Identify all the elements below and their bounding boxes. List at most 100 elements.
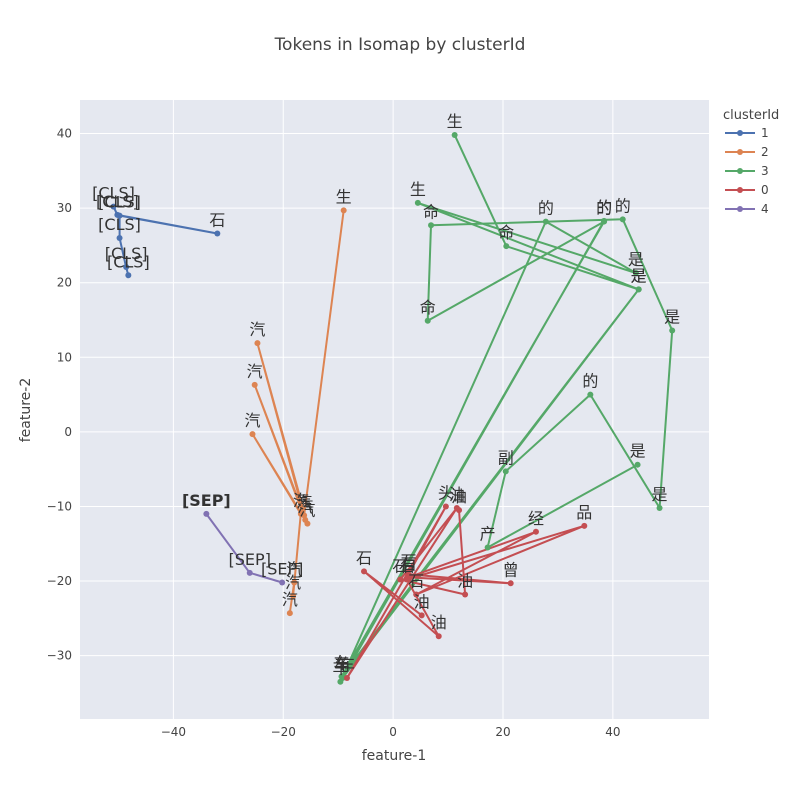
data-point	[451, 132, 458, 139]
point-label: 生	[410, 180, 426, 199]
data-point	[619, 216, 626, 223]
point-label: 命	[423, 202, 439, 221]
point-label: 命	[420, 298, 436, 317]
data-point	[338, 673, 345, 680]
data-point	[601, 218, 608, 225]
data-point	[587, 391, 594, 398]
data-point	[581, 522, 588, 529]
data-point	[542, 218, 549, 225]
point-label: 汽	[247, 362, 263, 381]
y-tick-label: −30	[47, 649, 72, 663]
data-point	[507, 580, 514, 587]
data-point	[532, 528, 539, 535]
data-point	[435, 633, 442, 640]
data-point	[397, 576, 404, 583]
point-label: [SEP]	[229, 550, 271, 569]
legend-swatch-marker-0	[737, 187, 743, 193]
data-point	[413, 591, 420, 598]
x-tick-label: −40	[161, 725, 186, 739]
point-label: 产	[480, 524, 496, 543]
point-label: 的	[538, 199, 554, 218]
y-tick-label: 40	[57, 127, 72, 141]
grid	[80, 100, 709, 719]
point-label: 车	[333, 653, 349, 672]
point-label: 曾	[503, 560, 519, 579]
data-point	[340, 207, 347, 214]
point-label: 生	[447, 112, 463, 131]
point-label: [CLS]	[98, 193, 141, 212]
point-label: 是	[652, 485, 668, 504]
point-label: 经	[528, 509, 544, 528]
data-point	[502, 468, 509, 475]
data-point	[635, 286, 642, 293]
x-tick-label: 40	[605, 725, 620, 739]
legend: 1 2 3 0 4	[725, 126, 769, 216]
legend-item-2: 2	[761, 145, 769, 159]
point-label: 石	[408, 571, 424, 590]
point-label: 油	[414, 592, 430, 611]
legend-swatch-marker-4	[737, 206, 743, 212]
data-point	[669, 327, 676, 334]
data-point	[632, 270, 639, 277]
point-label: 是	[631, 266, 647, 285]
x-tick-label: −20	[271, 725, 296, 739]
point-label: 汽	[296, 492, 312, 511]
point-label: 品	[576, 503, 592, 522]
data-point	[254, 340, 261, 347]
point-label: 油	[449, 485, 465, 504]
point-label: [SEP]	[182, 491, 231, 510]
legend-item-3: 3	[761, 164, 769, 178]
legend-item-0: 0	[761, 183, 769, 197]
data-point	[297, 510, 304, 517]
data-point	[286, 610, 293, 617]
point-label: 头	[438, 483, 454, 502]
data-point	[116, 234, 123, 241]
data-point	[418, 612, 425, 619]
point-label: 油	[431, 613, 447, 632]
data-point	[484, 544, 491, 551]
data-point	[279, 579, 286, 586]
data-point	[246, 569, 253, 576]
point-label: 汽	[297, 497, 313, 516]
point-label: 石	[356, 548, 372, 567]
point-label: 的	[596, 199, 612, 218]
point-label: 是	[631, 266, 647, 285]
point-label: 油	[457, 571, 473, 590]
point-label: [CLS]	[92, 184, 135, 203]
point-label: 是	[664, 307, 680, 326]
y-tick-label: 20	[57, 276, 72, 290]
point-label: 汽	[286, 560, 302, 579]
data-point	[656, 504, 663, 511]
legend-swatch-marker-3	[737, 168, 743, 174]
data-point	[634, 461, 641, 468]
data-point	[125, 272, 132, 279]
data-point	[361, 568, 368, 575]
y-tick-label: 30	[57, 201, 72, 215]
data-point	[110, 203, 117, 210]
point-label: 的	[582, 372, 598, 391]
y-tick-label: 10	[57, 350, 72, 364]
point-label: 石	[209, 210, 225, 229]
x-tick-label: 0	[389, 725, 397, 739]
point-label: 车	[335, 655, 351, 674]
data-point	[291, 579, 298, 586]
point-label: [SEP]	[261, 560, 303, 579]
point-label: 命	[498, 223, 514, 242]
point-label: 是	[628, 250, 644, 269]
point-label: 副	[498, 448, 514, 467]
point-label: 车	[339, 655, 355, 674]
y-axis-title: feature-2	[18, 378, 34, 443]
point-label: 车	[332, 659, 348, 678]
point-label: [CLS]	[107, 252, 150, 271]
data-point	[453, 504, 460, 511]
data-point	[424, 317, 431, 324]
point-label: [CLS]	[105, 244, 148, 263]
chart-title: Tokens in Isomap by clusterId	[274, 35, 526, 55]
data-point	[251, 381, 258, 388]
data-point	[214, 230, 221, 237]
data-point	[442, 503, 449, 510]
data-point	[123, 264, 130, 271]
data-point	[414, 199, 421, 206]
point-label: 油	[451, 487, 467, 506]
